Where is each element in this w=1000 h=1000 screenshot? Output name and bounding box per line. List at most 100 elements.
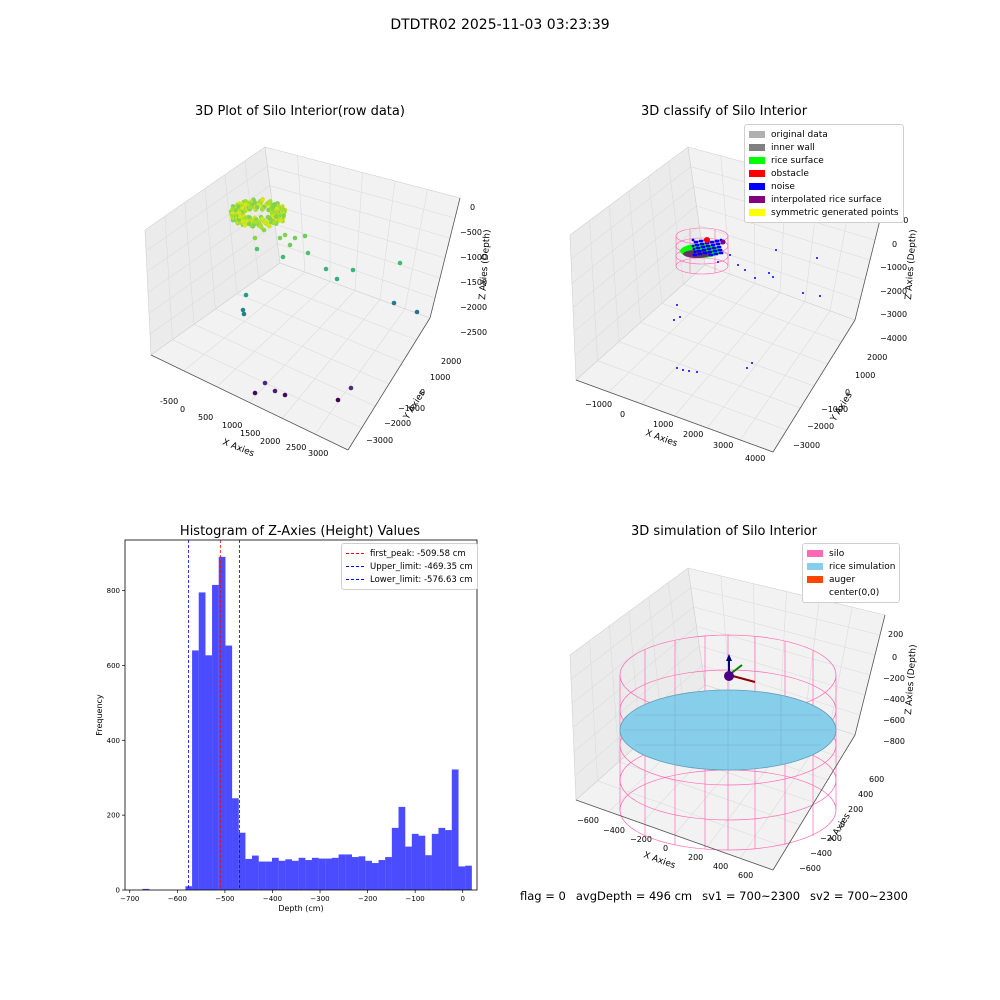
point bbox=[282, 392, 288, 398]
panel2-y-tick: 1000 bbox=[855, 371, 875, 380]
histogram-bar bbox=[411, 833, 419, 890]
panel4-zlabel: Z Axies (Depth) bbox=[904, 644, 919, 715]
point bbox=[714, 249, 718, 253]
point bbox=[692, 247, 696, 251]
panel1-x-tick: 2500 bbox=[286, 443, 306, 452]
histogram-bar bbox=[305, 860, 313, 890]
point bbox=[230, 207, 235, 212]
point bbox=[717, 248, 721, 252]
point bbox=[698, 249, 702, 253]
legend-swatch bbox=[749, 131, 765, 138]
point bbox=[240, 219, 246, 224]
point bbox=[252, 219, 257, 225]
panel3-title: Histogram of Z-Axies (Height) Values bbox=[179, 524, 421, 539]
histogram-bar bbox=[438, 827, 446, 890]
point bbox=[262, 219, 268, 225]
panel1-z-ticks: 0 −500 −1000 −1500 −2000 −2500 bbox=[460, 203, 487, 337]
legend-item: auger bbox=[807, 573, 895, 586]
panel4-y-tick: 200 bbox=[848, 805, 863, 814]
panel2-legend: original data inner wall rice surface ob… bbox=[744, 124, 904, 223]
histogram-bar bbox=[291, 860, 299, 890]
point bbox=[323, 266, 329, 272]
panel1-y-tick: −2000 bbox=[384, 419, 411, 428]
legend-item: interpolated rice surface bbox=[749, 193, 899, 206]
panel2-title: 3D classify of Silo Interior bbox=[640, 104, 808, 119]
panel1-title: 3D Plot of Silo Interior(row data) bbox=[195, 104, 405, 119]
histogram-reference-lines bbox=[188, 540, 240, 890]
point bbox=[720, 251, 724, 255]
point bbox=[255, 205, 260, 210]
point bbox=[268, 199, 273, 204]
legend-item: obstacle bbox=[749, 167, 899, 180]
histogram-ylabel: Frequency bbox=[95, 694, 104, 736]
point bbox=[717, 242, 721, 246]
histogram-bar bbox=[391, 827, 399, 890]
legend-item: Lower_limit: -576.63 cm bbox=[346, 573, 473, 586]
point bbox=[260, 216, 265, 221]
legend-swatch bbox=[749, 196, 765, 203]
histogram-bar bbox=[431, 833, 439, 890]
legend-line bbox=[346, 566, 364, 567]
panel2-x-tick: 1000 bbox=[653, 420, 673, 429]
point bbox=[718, 251, 722, 255]
histogram-y-tick-label: 400 bbox=[107, 737, 120, 745]
point bbox=[699, 242, 703, 246]
panel1-y-tick: −3000 bbox=[366, 436, 393, 445]
legend-item: original data bbox=[749, 128, 899, 141]
point bbox=[302, 233, 308, 239]
point bbox=[241, 311, 247, 317]
status-flag: flag = 0 bbox=[520, 889, 566, 903]
status-sv1: sv1 = 700~2300 bbox=[702, 889, 801, 903]
legend-item: Upper_limit: -469.35 cm bbox=[346, 560, 473, 573]
panel2-x-tick: 4000 bbox=[745, 454, 765, 463]
point bbox=[695, 246, 699, 250]
panel2-x-tick: 0 bbox=[620, 410, 625, 419]
panel1-x-tick: 1500 bbox=[240, 429, 260, 438]
point bbox=[697, 246, 701, 250]
histogram-bar bbox=[285, 859, 293, 890]
point bbox=[716, 239, 720, 243]
point bbox=[281, 213, 286, 218]
point bbox=[711, 246, 715, 250]
panel2-points bbox=[673, 237, 821, 373]
point bbox=[768, 272, 770, 274]
histogram-bar bbox=[238, 832, 246, 890]
panel4-x-tick: −600 bbox=[577, 816, 599, 825]
legend-swatch bbox=[749, 183, 765, 190]
panel4-y-tick: −200 bbox=[820, 834, 842, 843]
panel1-z-tick: −500 bbox=[460, 228, 482, 237]
histogram-bar bbox=[365, 860, 372, 890]
point bbox=[702, 245, 706, 249]
point bbox=[266, 207, 271, 213]
histogram-bar bbox=[371, 863, 379, 890]
point bbox=[335, 397, 341, 403]
histogram-bar bbox=[258, 861, 266, 890]
histogram-bar bbox=[245, 858, 253, 890]
point bbox=[691, 244, 695, 248]
histogram-y-ticks: 0 200 400 600 800 bbox=[107, 587, 125, 895]
panel2-y-tick: −2000 bbox=[807, 422, 834, 431]
point bbox=[711, 240, 715, 244]
point bbox=[693, 250, 697, 254]
point bbox=[273, 214, 279, 219]
panel1-z-tick: −2500 bbox=[460, 328, 487, 337]
histogram-x-tick-label: −400 bbox=[263, 895, 282, 903]
point bbox=[710, 253, 714, 257]
point bbox=[712, 243, 716, 247]
panel1-z-tick: 0 bbox=[470, 203, 475, 212]
point bbox=[751, 362, 753, 364]
point bbox=[701, 248, 705, 252]
legend-swatch bbox=[749, 157, 765, 164]
legend-line bbox=[346, 579, 364, 580]
point bbox=[305, 250, 311, 256]
panel4-rice-mesh bbox=[623, 691, 833, 769]
panel4-x-tick: 400 bbox=[713, 862, 728, 871]
legend-item: noise bbox=[749, 180, 899, 193]
panel1-x-tick: -500 bbox=[160, 397, 178, 406]
panel4-z-tick: 200 bbox=[888, 630, 903, 639]
point bbox=[280, 254, 286, 260]
point bbox=[238, 214, 243, 219]
histogram-bar bbox=[458, 866, 466, 890]
panel1-x-tick: 500 bbox=[198, 413, 213, 422]
point bbox=[391, 300, 397, 306]
